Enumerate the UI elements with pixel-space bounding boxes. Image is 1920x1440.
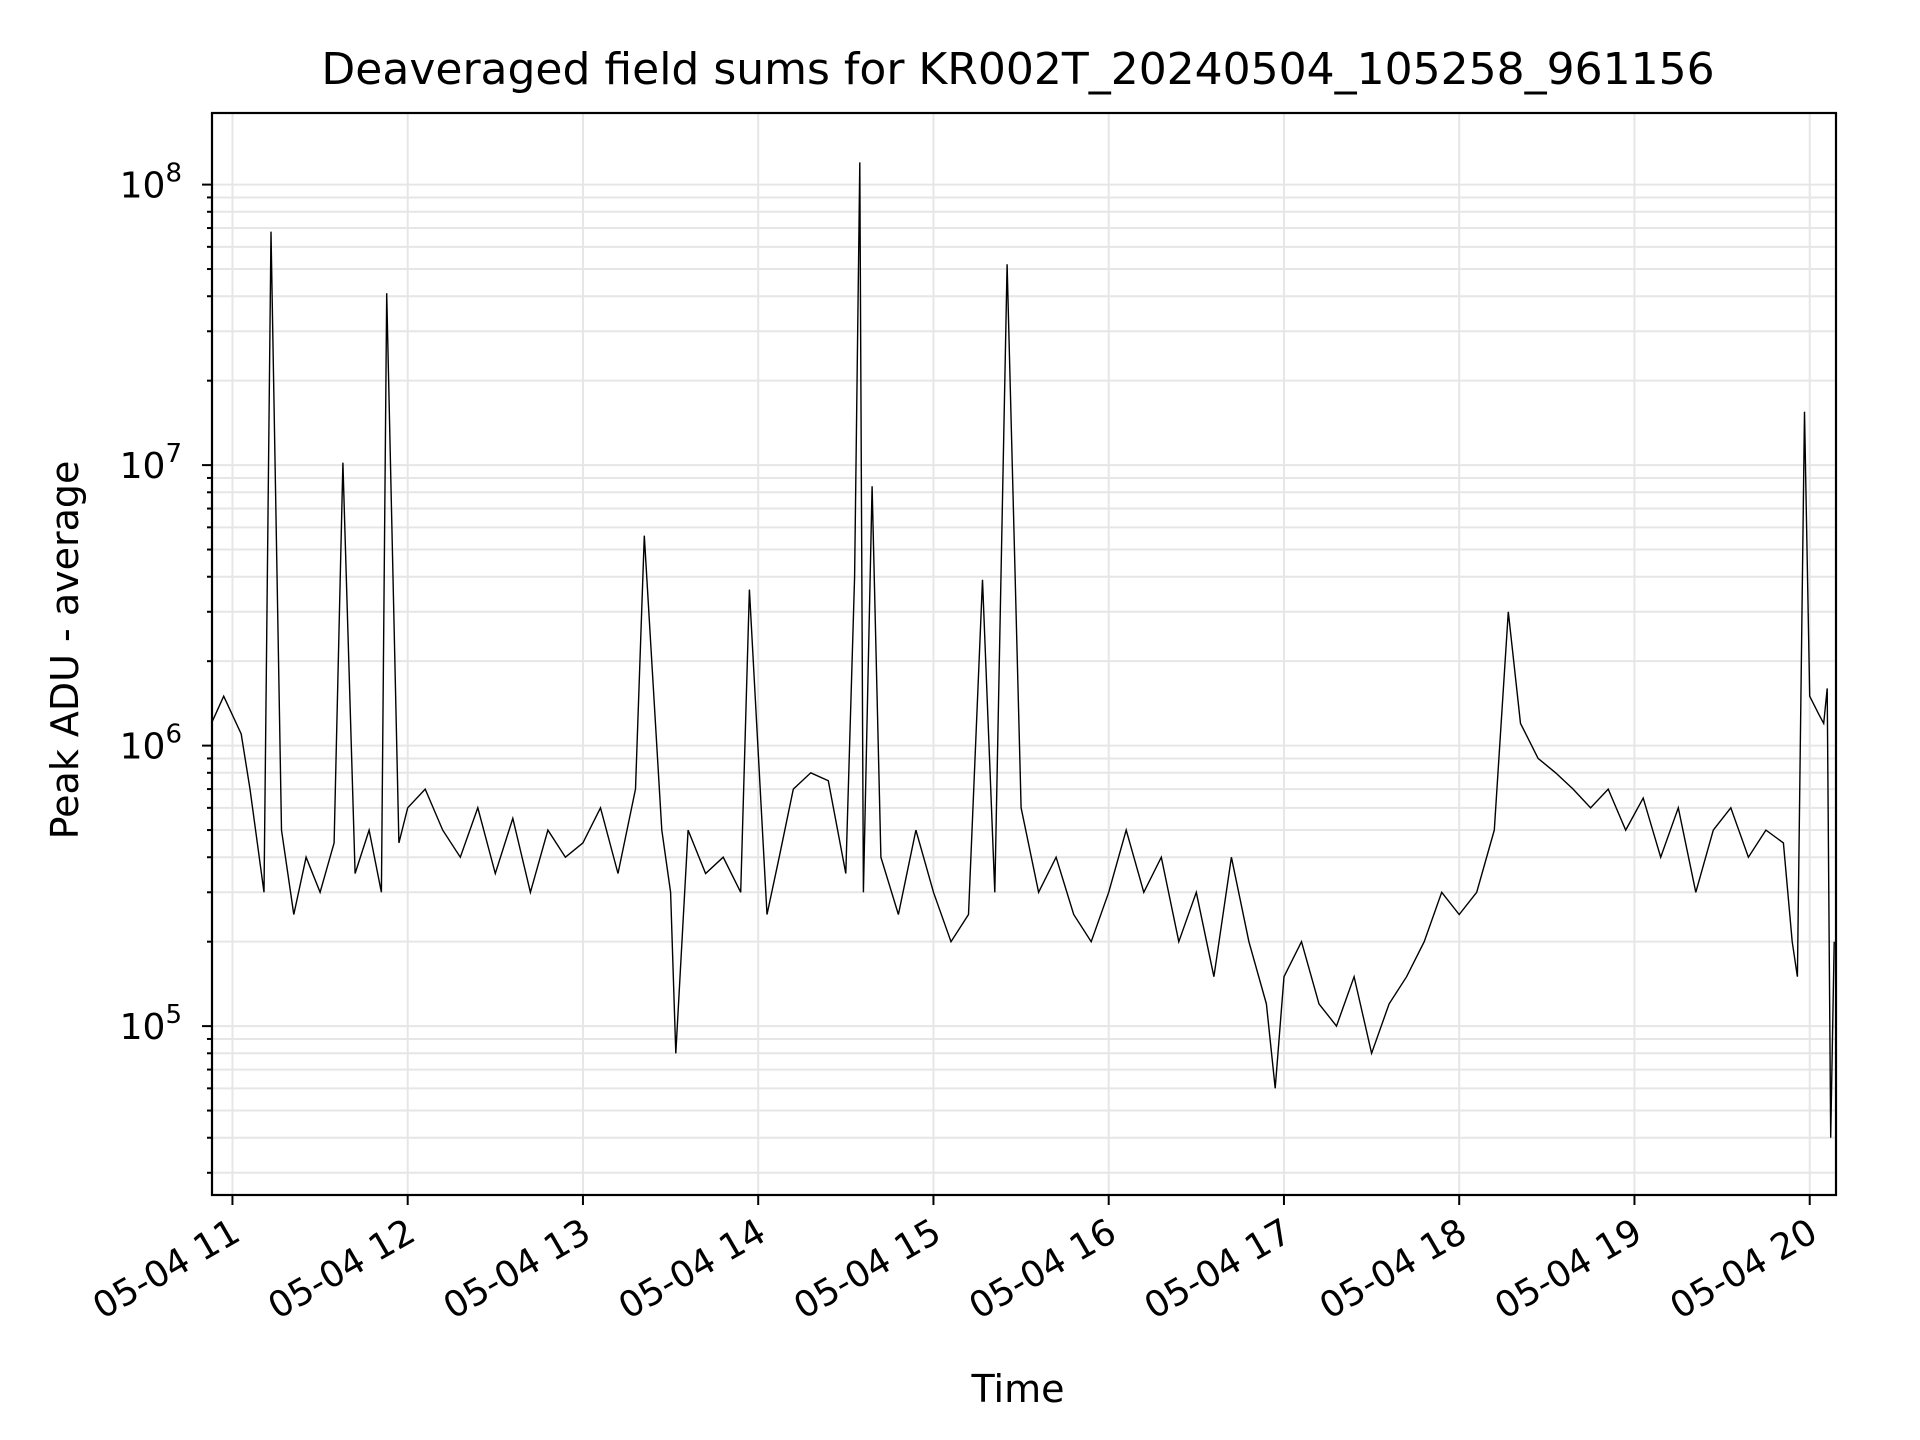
chart-title: Deaveraged field sums for KR002T_2024050… — [321, 44, 1714, 95]
x-axis-label: Time — [971, 1367, 1065, 1411]
y-axis-label: Peak ADU - average — [43, 461, 87, 840]
y-tick-label: 105 — [120, 1000, 182, 1048]
series-line — [210, 162, 1835, 1138]
y-tick-label: 106 — [120, 720, 182, 768]
y-tick-label: 108 — [120, 159, 182, 207]
series-layer — [210, 162, 1835, 1138]
grid — [212, 113, 1836, 1195]
y-tick-label: 107 — [120, 439, 182, 487]
plot-frame — [210, 111, 1838, 1197]
